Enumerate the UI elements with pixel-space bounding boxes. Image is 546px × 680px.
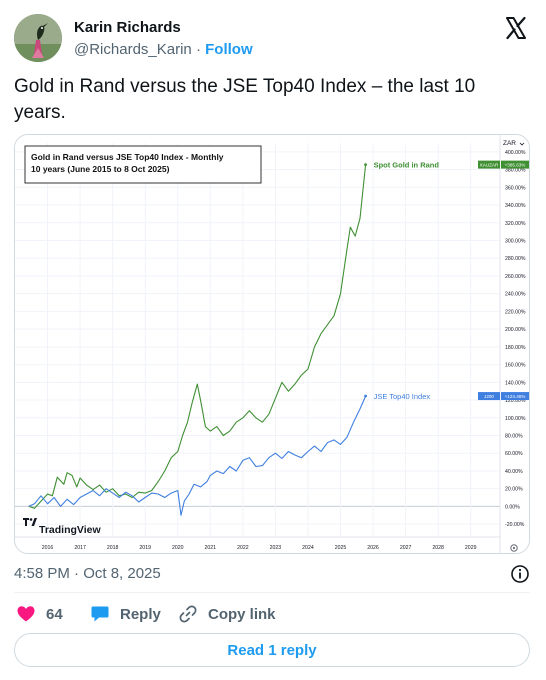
follow-button[interactable]: Follow [205,41,253,58]
tradingview-logo-icon [23,518,37,526]
x-tick-label: 2022 [237,545,249,551]
chart-title-box [24,145,262,184]
series-end-point-gold [364,163,367,167]
settings-dropdown-icon[interactable] [519,142,525,146]
y-tick-label: 140.00% [505,380,526,386]
y-tick-label: 100.00% [505,416,526,422]
info-icon[interactable] [510,564,530,584]
series-last-value-gold: +385.63% [505,162,526,167]
y-tick-label: 240.00% [505,292,526,298]
y-tick-label: 80.00% [505,434,523,440]
x-tick-label: 2023 [270,545,282,551]
series-value-badge-gold [501,160,529,169]
x-tick-label: 2019 [139,545,151,551]
series-ticker-gold: XAUZAR [480,162,499,167]
chart-image[interactable]: Spot Gold in Rand JSE Top40 Index -20.00%… [14,134,530,554]
y-tick-label: 260.00% [505,274,526,280]
x-axis: 2016 2017 2018 2019 2020 2021 2022 2023 2024 2025… [42,545,477,551]
x-tick-label: 2025 [335,545,347,551]
speech-bubble-icon [91,606,109,622]
y-tick-label: 20.00% [505,487,523,493]
chart: Spot Gold in Rand JSE Top40 Index -20.00%… [15,135,529,553]
y-tick-label: 220.00% [505,309,526,315]
author-handle[interactable]: @Richards_Karin [74,41,192,58]
chart-title: Gold in Rand versus JSE Top40 Index - Mo… [31,152,224,162]
y-tick-label: 280.00% [505,256,526,262]
x-tick-label: 2017 [74,545,86,551]
y-axis: -20.00% 0.00% 20.00% 40.00% 60.00% 80.00% 100.… [478,150,529,528]
y-tick-label: 120.00% [505,398,526,404]
read-replies-button[interactable]: Read 1 reply [14,633,530,667]
avatar[interactable] [14,14,62,62]
x-tick-label: 2020 [172,545,184,551]
tweet-timestamp[interactable]: 4:58 PM · Oct 8, 2025 [14,565,161,582]
series-ticker-badge-gold [478,160,500,169]
heart-icon [17,606,35,622]
series-last-value-jse: +124.46% [505,394,526,399]
x-tick-label: 2018 [107,545,119,551]
y-tick-label: -20.00% [505,522,525,528]
chart-series: Spot Gold in Rand JSE Top40 Index [28,161,440,516]
currency-label: ZAR [503,140,516,147]
handle-separator: · [195,41,201,58]
x-tick-label: 2016 [42,545,54,551]
y-tick-label: 300.00% [505,239,526,245]
reply-label: Reply [120,605,161,623]
copy-link-button[interactable]: Copy link [178,602,276,626]
like-count: 64 [46,605,63,623]
series-ticker-jse: J200 [484,394,494,399]
copy-link-label: Copy link [208,605,276,623]
y-tick-label: 60.00% [505,451,523,457]
y-tick-label: 380.00% [505,168,526,174]
y-tick-label: 40.00% [505,469,523,475]
x-tick-label: 2024 [302,545,314,551]
author-handle-line: @Richards_Karin · Follow [74,41,253,58]
series-label-gold: Spot Gold in Rand [374,161,440,170]
series-label-jse: JSE Top40 Index [374,392,431,401]
y-tick-label: 360.00% [505,185,526,191]
x-tick-label: 2021 [205,545,217,551]
y-tick-label: 320.00% [505,221,526,227]
reply-button[interactable]: Reply [90,602,161,626]
series-end-point-jse [364,394,367,398]
series-line-jse [28,395,367,516]
author-name[interactable]: Karin Richards [74,19,181,36]
like-button[interactable]: 64 [16,602,63,626]
y-tick-label: 180.00% [505,345,526,351]
x-tick-label: 2029 [465,545,477,551]
chart-subtitle: 10 years (June 2015 to 8 Oct 2025) [31,164,170,174]
divider [14,592,530,593]
series-ticker-badge-jse [478,392,500,401]
y-tick-label: 200.00% [505,327,526,333]
tradingview-watermark: TradingView [39,524,101,536]
bird-photo-icon [14,14,62,62]
y-tick-label: 340.00% [505,203,526,209]
series-line-gold [28,164,367,509]
link-icon [179,605,197,623]
x-tick-label: 2028 [432,545,444,551]
chart-grid [15,143,500,537]
action-bar: 64 Reply Copy link [14,602,530,626]
y-tick-label: 0.00% [505,504,520,510]
tweet-header: Karin Richards @Richards_Karin · Follow [14,14,532,64]
gear-icon[interactable] [510,544,518,552]
y-tick-label: 400.00% [505,150,526,156]
x-tick-label: 2027 [400,545,412,551]
x-logo-icon[interactable] [504,16,528,40]
x-tick-label: 2026 [367,545,379,551]
series-value-badge-jse [501,392,529,401]
tweet-text: Gold in Rand versus the JSE Top40 Index … [14,76,476,123]
y-tick-label: 160.00% [505,363,526,369]
